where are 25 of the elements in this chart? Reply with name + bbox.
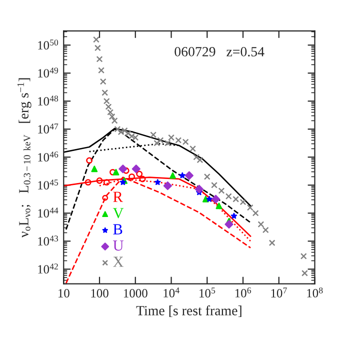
x-tick-label: 10$^{6}$ xyxy=(235,287,252,298)
legend-label: X xyxy=(113,256,124,267)
x-tick-label: 10$^{4}$ xyxy=(164,287,180,298)
annotation: 060729 z=0.54 xyxy=(174,47,264,56)
x-tick-label: 100 xyxy=(91,289,108,298)
y-tick-label: 10$^{50}$ xyxy=(38,40,58,50)
y-tick-label: 10$^{46}$ xyxy=(38,152,58,162)
y-tick-label: 10$^{48}$ xyxy=(38,96,58,106)
text: ν$_{o}$L$_{νo}$; L$_{0.3−10 keV}$ [erg s$^{−1}$] xyxy=(17,78,32,238)
y-tick-label: 10$^{47}$ xyxy=(38,124,58,134)
y-tick-label: 10$^{45}$ xyxy=(38,180,58,190)
y-tick-label: 10$^{43}$ xyxy=(38,236,58,246)
legend-label: B xyxy=(113,224,122,234)
y-tick-label: 10$^{42}$ xyxy=(38,264,58,274)
legend-label: U xyxy=(113,240,124,251)
x-tick-label: 10$^{8}$ xyxy=(307,287,323,298)
legend-label: R xyxy=(113,192,123,202)
x-tick-label: 10 xyxy=(58,289,70,298)
legend-label: V xyxy=(112,208,124,218)
x-tick-label: 10$^{7}$ xyxy=(271,288,287,298)
x-tick-label: 1000 xyxy=(124,289,148,298)
x-tick-label: 10$^{5}$ xyxy=(200,288,216,298)
y-tick-label: 10$^{49}$ xyxy=(38,68,58,78)
x-axis-title: Time [s rest frame] xyxy=(136,305,242,318)
y-tick-label: 10$^{44}$ xyxy=(38,208,58,218)
